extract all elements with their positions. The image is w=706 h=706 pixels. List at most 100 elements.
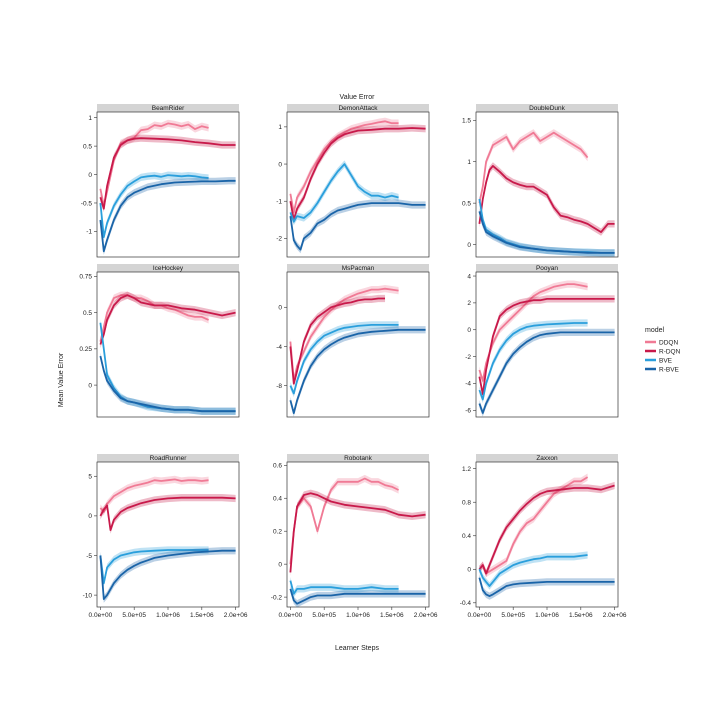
y-tick-label: 0 — [467, 327, 471, 334]
series-line-r-dqn — [478, 298, 615, 396]
panel-strip-label: DemonAttack — [338, 105, 378, 112]
series-line-ddqn — [478, 283, 588, 382]
y-tick-label: -0.4 — [460, 600, 472, 607]
series-band-bve — [290, 160, 399, 226]
x-axis-title: Learner Steps — [335, 645, 379, 652]
panel-beamrider: BeamRider -1 -0.5 0 0.5 1 — [81, 104, 240, 258]
y-tick-label: 0 — [278, 305, 282, 312]
series-line-ddqn — [289, 120, 399, 214]
panel-icehockey: IceHockey 0 0.25 0.5 0.75 — [79, 264, 240, 418]
y-tick-label: 0.4 — [462, 533, 471, 540]
legend-item-r-bve: R-BVE — [645, 366, 680, 373]
series-line-ddqn — [99, 478, 209, 513]
series-line-r-dqn — [99, 496, 236, 531]
series-line-r-dqn — [99, 137, 236, 210]
x-tick-label: 5.0e+05 — [122, 612, 146, 619]
legend-label: BVE — [659, 357, 673, 364]
x-tick-label: 1.5e+06 — [569, 612, 593, 619]
y-tick-label: -1 — [276, 199, 282, 206]
panels: BeamRider-1-0.500.51DemonAttack-2-101Dou… — [79, 104, 627, 619]
y-tick-label: 0.6 — [273, 463, 282, 470]
y-tick-label: 1 — [278, 124, 282, 131]
panel-strip — [97, 264, 239, 272]
panel-strip-label: Pooyan — [536, 265, 558, 272]
series-band-r-bve — [290, 585, 426, 608]
x-tick-label: 0.0e+00 — [468, 612, 492, 619]
series-line-r-dqn — [99, 294, 236, 345]
series-line-r-dqn — [289, 297, 385, 385]
y-tick-label: -0.5 — [81, 200, 93, 207]
series-band-bve — [290, 577, 399, 598]
x-tick-label: 5.0e+05 — [501, 612, 525, 619]
chart-title: Value Error — [340, 94, 376, 101]
series-band-ddqn — [290, 117, 399, 217]
y-tick-label: 4 — [467, 273, 471, 280]
panel-strip-label: Zaxxon — [536, 455, 558, 462]
x-tick-label: 1.0e+06 — [535, 612, 559, 619]
series-line-r-dqn — [289, 127, 426, 221]
panel-strip — [97, 454, 239, 462]
legend-label: R-BVE — [659, 366, 680, 373]
series-band-r-dqn — [290, 489, 426, 577]
series-line-ddqn — [99, 294, 209, 342]
panel-border — [96, 111, 240, 258]
panel-border — [96, 271, 240, 418]
panel-strip — [476, 454, 618, 462]
y-tick-label: 5 — [88, 474, 92, 481]
series-band-r-bve — [100, 547, 236, 603]
y-axis-title: Mean Value Error — [58, 352, 65, 407]
legend-item-ddqn: DDQN — [645, 339, 678, 346]
panel-border — [286, 271, 430, 418]
y-tick-label: -4 — [465, 381, 471, 388]
series-line-r-bve — [289, 328, 426, 414]
series-band-r-dqn — [100, 291, 236, 349]
panel-strip — [97, 104, 239, 112]
y-tick-label: 0 — [88, 513, 92, 520]
legend: model DDQN R-DQN BVE R-BVE — [645, 327, 681, 373]
series-band-bve — [100, 171, 209, 241]
series-line-r-dqn — [478, 484, 615, 575]
panel-roadrunner: RoadRunner -10 -5 0 5 0.0e+00 5.0e+05 1.0e+06 1.… — [83, 454, 248, 619]
series-line-bve — [99, 174, 209, 238]
series-line-ddqn — [289, 287, 399, 382]
series-band-ddqn — [100, 291, 209, 346]
y-tick-label: 0 — [88, 382, 92, 389]
y-tick-label: 0 — [278, 561, 282, 568]
series-line-r-bve — [289, 588, 426, 605]
panel-strip — [476, 264, 618, 272]
series-band-ddqn — [479, 473, 588, 578]
x-tick-label: 2.0e+06 — [414, 612, 438, 619]
panel-strip-label: BeamRider — [152, 105, 185, 112]
y-tick-label: -4 — [276, 344, 282, 351]
y-tick-label: 0.8 — [462, 500, 471, 507]
legend-item-bve: BVE — [645, 357, 673, 364]
series-line-ddqn — [478, 131, 589, 204]
y-tick-label: 0.5 — [462, 200, 471, 207]
panel-border — [475, 111, 619, 258]
series-band-r-dqn — [479, 162, 615, 236]
panel-strip-label: Robotank — [344, 455, 373, 462]
series-band-r-bve — [100, 352, 236, 415]
series-band-r-bve — [479, 328, 615, 417]
series-band-ddqn — [100, 119, 209, 210]
y-tick-label: -2 — [465, 354, 471, 361]
x-tick-label: 5.0e+05 — [312, 612, 336, 619]
series-line-bve — [99, 549, 209, 585]
y-tick-label: 0 — [88, 172, 92, 179]
y-tick-label: 0.4 — [273, 496, 282, 503]
series-line-bve — [478, 322, 588, 401]
series-band-r-bve — [290, 199, 426, 254]
legend-title: model — [645, 327, 665, 334]
series-band-r-dqn — [100, 494, 236, 534]
series-band-ddqn — [100, 475, 209, 516]
y-tick-label: 0.2 — [273, 529, 282, 536]
series-band-r-dqn — [100, 134, 236, 213]
y-tick-label: -1 — [86, 229, 92, 236]
series-line-ddqn — [289, 477, 399, 565]
series-line-r-bve — [478, 577, 615, 597]
y-tick-label: 0 — [467, 242, 471, 249]
y-tick-label: 1 — [467, 159, 471, 166]
y-tick-label: 1.5 — [462, 118, 471, 125]
series-line-r-bve — [289, 202, 426, 251]
series-band-bve — [479, 195, 615, 257]
